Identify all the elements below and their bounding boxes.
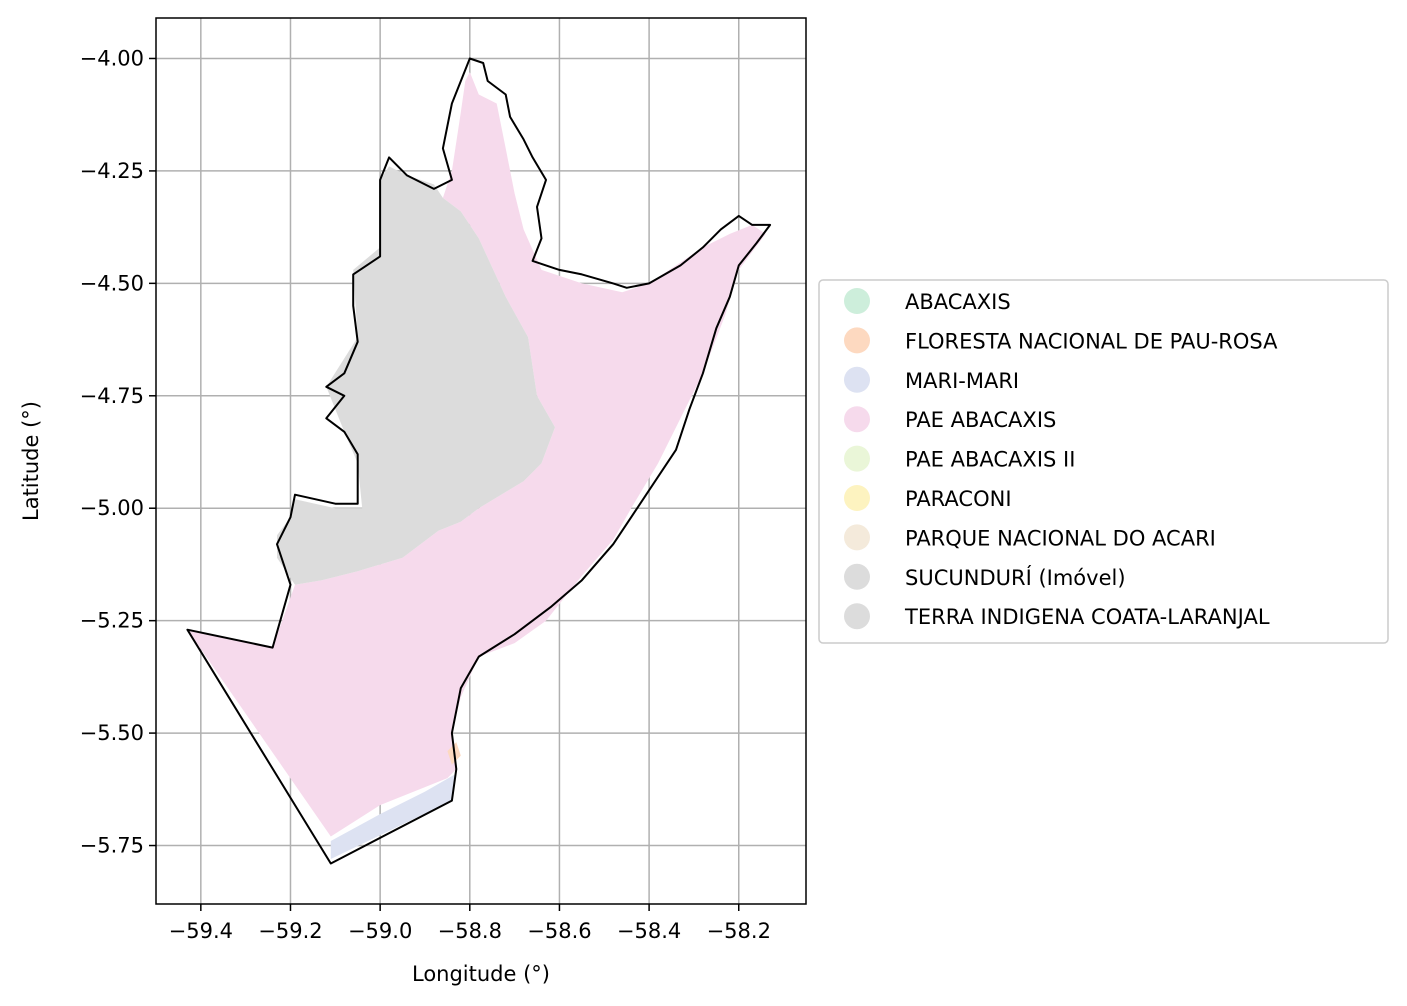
x-tick-label: −59.0 [348,919,412,943]
region-sucundur-im-vel [277,166,555,585]
legend-entry: PAE ABACAXIS II [844,445,1075,472]
legend-label: PAE ABACAXIS II [905,448,1075,472]
legend-frame [818,279,1389,644]
legend-marker [844,445,870,472]
boundary-outline [186,57,772,865]
region-mari-mari [330,773,457,859]
x-tick-label: −58.6 [527,919,591,943]
legend-marker [844,327,870,354]
y-tick-label: −4.00 [80,46,144,70]
legend-label: FLORESTA NACIONAL DE PAU-ROSA [905,329,1278,353]
legend-marker [844,603,870,630]
legend-marker [844,288,870,314]
plot-frame [155,17,807,905]
y-axis-label: Latitude (°) [19,401,43,521]
legend-marker [844,366,870,393]
legend-label: MARI-MARI [905,369,1019,393]
x-tick-label: −59.2 [258,919,322,943]
legend-entry: TERRA INDIGENA COATA-LARANJAL [844,603,1270,630]
y-tick-label: −5.25 [80,609,144,633]
y-tick-label: −4.25 [80,159,144,183]
y-tick-label: −4.50 [80,271,144,295]
legend: ABACAXIS FLORESTA NACIONAL DE PAU-ROSA MAR… [818,279,1389,644]
legend-label: PAE ABACAXIS [905,408,1056,432]
legend-marker [844,524,870,551]
y-tick-label: −5.00 [80,496,144,520]
legend-entry: PARQUE NACIONAL DO ACARI [844,524,1216,551]
y-tick-label: −5.75 [80,834,144,858]
legend-entry: ABACAXIS [844,288,1011,314]
legend-marker [844,563,870,590]
x-axis-label: Longitude (°) [412,962,550,986]
x-tick-label: −58.2 [707,919,771,943]
x-tick-label: −58.4 [617,919,681,943]
y-axis-ticks: −4.00 −4.25 −4.50 −4.75 −5.00 −5.25 −5.50 −5.75 [80,46,156,858]
legend-label: SUCUNDURÍ (Imóvel) [905,565,1126,590]
legend-marker [844,406,870,433]
y-tick-label: −5.50 [80,721,144,745]
region-pae-abacaxis [187,72,766,837]
region-polygons [187,72,766,859]
legend-label: ABACAXIS [905,290,1011,314]
legend-marker [844,485,870,511]
legend-label: PARACONI [905,487,1012,511]
x-tick-label: −58.8 [438,919,502,943]
legend-entry: PAE ABACAXIS [844,406,1056,433]
municipality-boundary [186,57,772,865]
legend-entry: FLORESTA NACIONAL DE PAU-ROSA [844,327,1278,354]
y-tick-label: −4.75 [80,384,144,408]
x-axis-ticks: −59.4 −59.2 −59.0 −58.8 −58.6 −58.4 −58.2 [169,904,771,943]
legend-entry: SUCUNDURÍ (Imóvel) [844,563,1126,590]
x-tick-label: −59.4 [169,919,233,943]
legend-label: PARQUE NACIONAL DO ACARI [905,526,1216,550]
legend-entry: MARI-MARI [844,366,1019,393]
legend-entry: PARACONI [844,485,1012,511]
legend-label: TERRA INDIGENA COATA-LARANJAL [904,605,1270,629]
